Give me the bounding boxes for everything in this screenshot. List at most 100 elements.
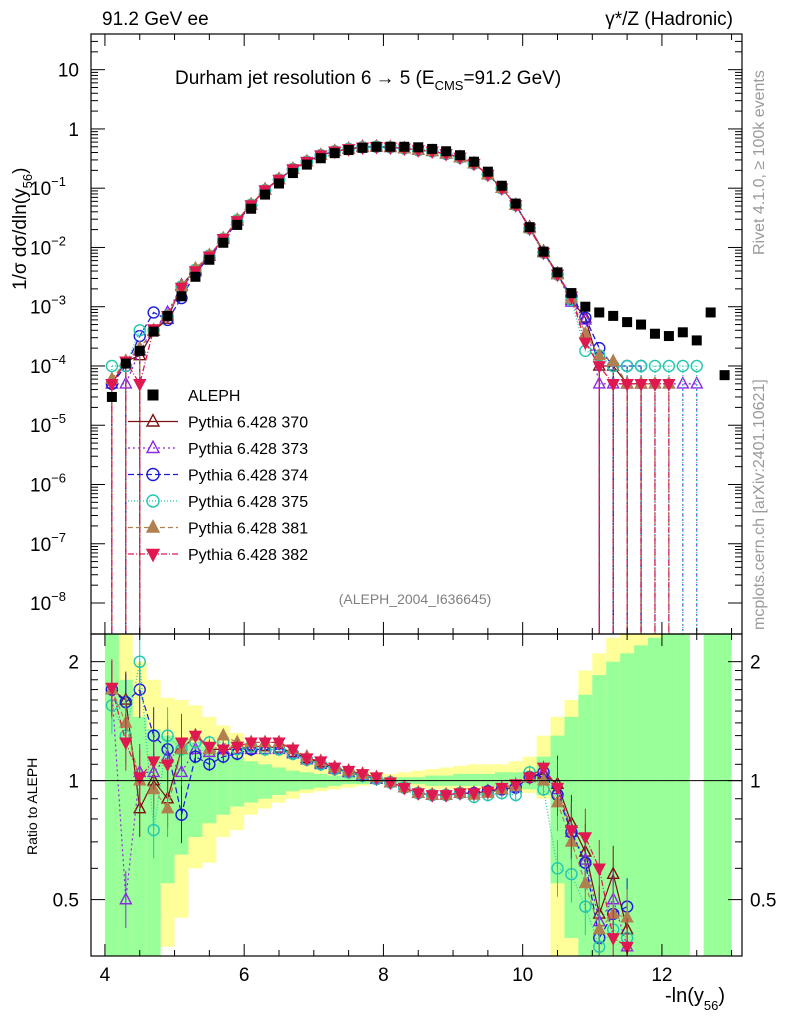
legend-marker [145, 413, 161, 427]
ratio-point [105, 682, 119, 696]
series-point [662, 359, 676, 373]
series-point [690, 359, 703, 373]
aleph-point [608, 310, 619, 321]
aleph-point [232, 219, 243, 230]
green-band-bin [188, 742, 203, 838]
main-panel-frame [90, 33, 743, 635]
legend-entry: ALEPH [147, 388, 240, 405]
y-tick-label: 10−4 [30, 352, 66, 378]
series-point [592, 361, 606, 374]
analysis-tag: (ALEPH_2004_I636645) [339, 591, 492, 607]
green-band-bin [230, 756, 245, 807]
ratio-point [147, 823, 160, 837]
y-tick-label: 10−2 [30, 233, 66, 259]
aleph-point [566, 288, 577, 299]
legend-entry: Pythia 6.428 370 [128, 413, 308, 432]
y-tick-label: 10−8 [30, 589, 66, 615]
series-point [606, 378, 620, 392]
ratio-y-axis-label: Ratio to ALEPH [24, 758, 40, 855]
aleph-point [301, 159, 312, 170]
green-band-bin [466, 773, 481, 786]
legend-marker [146, 494, 160, 508]
green-band-bin [104, 634, 119, 956]
aleph-point [455, 150, 466, 161]
green-band-bin [244, 761, 259, 803]
ratio-tick-label-right: 2 [750, 653, 761, 674]
series-point [592, 375, 606, 389]
ratio-point [286, 744, 300, 758]
aleph-point [190, 271, 201, 282]
ratio-tick-label-left: 1 [68, 772, 79, 793]
header-right: γ*/Z (Hadronic) [605, 9, 733, 30]
green-band-bin [272, 767, 286, 795]
legend: ALEPH Pythia 6.428 370 Pythia 6.428 373 Pyt… [128, 388, 308, 564]
aleph-point [357, 142, 368, 153]
ratio-line [111, 661, 628, 948]
ratio-point [133, 772, 147, 786]
axes: 4 6 8 10 1210110−110−210−310−410−510−610−710… [30, 33, 776, 986]
ratio-point [369, 772, 384, 786]
aleph-point [260, 189, 271, 200]
ratio-point [202, 741, 217, 755]
legend-marker [146, 467, 160, 482]
ratio-point [495, 782, 509, 796]
series-point [648, 359, 662, 373]
ratio-point [522, 772, 537, 786]
aleph-point [343, 145, 354, 156]
aleph-point [148, 326, 159, 337]
x-tick-label: 4 [100, 965, 111, 986]
x-axis-label: -ln(y56) [665, 985, 725, 1013]
aleph-point [106, 391, 117, 402]
ratio-point [119, 891, 133, 905]
aleph-point [120, 358, 131, 369]
ratio-tick-label-left: 0.5 [53, 891, 79, 912]
ratio-panel-frame [90, 633, 743, 957]
legend-entry: Pythia 6.428 382 [128, 547, 308, 564]
ratio-green-band [104, 634, 732, 956]
aleph-point [677, 327, 688, 338]
legend-entry: Pythia 6.428 375 [128, 494, 308, 511]
y-tick-label: 10−5 [30, 411, 66, 437]
green-band-bin [675, 634, 690, 956]
aleph-point [649, 328, 660, 339]
aleph-point [162, 310, 173, 321]
green-band-bin [341, 775, 356, 785]
green-band-bin [202, 746, 217, 824]
aleph-point [538, 246, 549, 257]
ratio-point [536, 772, 551, 786]
series-point [634, 378, 648, 392]
y-tick-label: 10−3 [30, 293, 66, 319]
legend-entry: Pythia 6.428 373 [128, 439, 308, 458]
series-point [676, 375, 690, 389]
ratio-point [244, 737, 258, 751]
ratio-point [578, 832, 593, 845]
ratio-point [133, 800, 147, 814]
legend-label: Pythia 6.428 381 [188, 521, 308, 538]
aleph-data [106, 141, 730, 402]
ratio-point [509, 779, 523, 792]
aleph-point [385, 141, 396, 152]
ratio-point [216, 744, 230, 758]
ratio-point [216, 727, 230, 741]
ratio-point [578, 875, 593, 889]
y-tick-label: 10−6 [30, 470, 66, 496]
ratio-point [425, 790, 439, 803]
legend-marker [147, 389, 159, 401]
legend-entry: Pythia 6.428 381 [128, 519, 308, 538]
green-band-bin [717, 634, 732, 956]
aleph-point [315, 153, 326, 164]
aleph-point [468, 156, 479, 167]
legend-marker [145, 519, 161, 533]
green-band-bin [634, 645, 649, 956]
ratio-point [160, 800, 175, 814]
aleph-point [580, 301, 591, 312]
ratio-point [188, 730, 203, 744]
green-band-bin [118, 679, 133, 956]
legend-label: Pythia 6.428 370 [188, 415, 308, 432]
series-point [578, 337, 593, 351]
ratio-point [119, 737, 133, 751]
aleph-point [287, 168, 298, 179]
x-tick-label: 8 [378, 965, 389, 986]
aleph-point [371, 141, 382, 152]
